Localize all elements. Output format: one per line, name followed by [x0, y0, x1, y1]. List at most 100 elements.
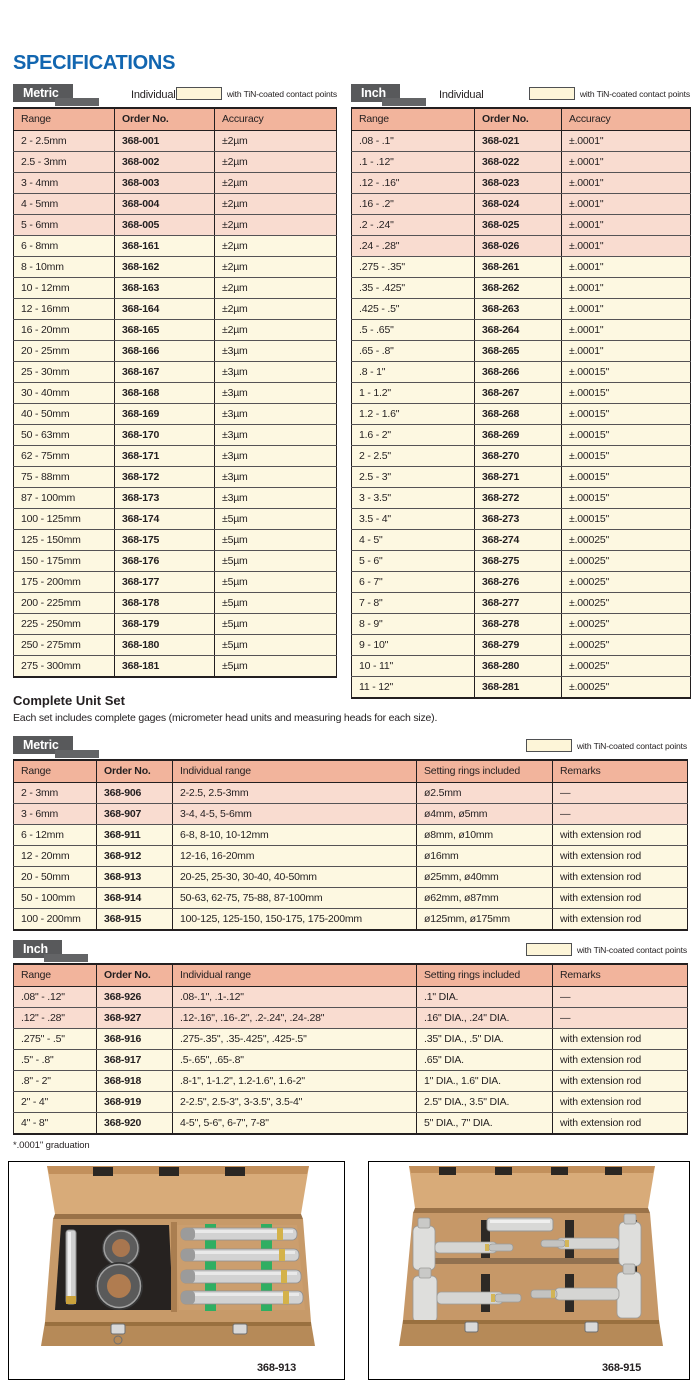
tab-inch-label: Inch [13, 940, 62, 958]
cell-accuracy: ±3µm [214, 403, 337, 425]
cell-accuracy: ±.00015" [561, 382, 691, 404]
individual-label: Individual [131, 89, 176, 101]
cell-range: .8 - 1" [351, 361, 475, 383]
table-row: 2" - 4" 368-919 2-2.5", 2.5-3", 3-3.5", 3.… [13, 1091, 688, 1113]
cell-range: 7 - 8" [351, 592, 475, 614]
table-row: 100 - 125mm 368-174 ±5µm [13, 508, 337, 530]
cell-accuracy: ±5µm [214, 655, 337, 678]
cell-range: 1 - 1.2" [351, 382, 475, 404]
cell-individual-range: 3-4, 4-5, 5-6mm [172, 803, 417, 825]
graduation-footnote: *.0001" graduation [13, 1140, 90, 1151]
cell-order: 368-164 [114, 298, 215, 320]
cell-accuracy: ±.00015" [561, 445, 691, 467]
col-header-range: Range [13, 108, 115, 131]
complete-unit-set-description: Each set includes complete gages (microm… [13, 712, 438, 724]
cell-accuracy: ±3µm [214, 487, 337, 509]
legend-swatch-icon [528, 87, 575, 100]
cell-accuracy: ±5µm [214, 550, 337, 572]
table-row: 2.5 - 3mm 368-002 ±2µm [13, 151, 337, 173]
cell-order: 368-262 [474, 277, 562, 299]
cell-order: 368-179 [114, 613, 215, 635]
cell-range: 9 - 10" [351, 634, 475, 656]
table-row: 4 - 5" 368-274 ±.00025" [351, 529, 691, 551]
individual-label: Individual [439, 89, 484, 101]
cell-accuracy: ±.0001" [561, 130, 691, 152]
cell-order: 368-265 [474, 340, 562, 362]
cell-accuracy: ±2µm [214, 319, 337, 341]
cell-accuracy: ±2µm [214, 172, 337, 194]
cell-order: 368-926 [96, 986, 173, 1008]
cell-individual-range: 6-8, 8-10, 10-12mm [172, 824, 417, 846]
cell-range: 150 - 175mm [13, 550, 115, 572]
cell-accuracy: ±3µm [214, 466, 337, 488]
cell-accuracy: ±.00025" [561, 676, 691, 699]
cell-rings: .16" DIA., .24" DIA. [416, 1007, 553, 1029]
cell-range: 2.5 - 3mm [13, 151, 115, 173]
cell-range: 20 - 25mm [13, 340, 115, 362]
cell-rings: .35" DIA., .5" DIA. [416, 1028, 553, 1050]
cell-order: 368-275 [474, 550, 562, 572]
cell-rings: ø16mm [416, 845, 553, 867]
inch-individual-section: Inch Individual with TiN-coated contact … [351, 84, 691, 699]
col-header-order: Order No. [474, 108, 562, 131]
cell-range: 12 - 20mm [13, 845, 97, 867]
table-row: 4" - 8" 368-920 4-5", 5-6", 6-7", 7-8" 5" D… [13, 1112, 688, 1135]
table-row: 1.2 - 1.6" 368-268 ±.00015" [351, 403, 691, 425]
cell-accuracy: ±.0001" [561, 340, 691, 362]
product-photo-368-913 [41, 1166, 315, 1346]
table-row: .12" - .28" 368-927.12-.16", .16-.2", .2-… [13, 1007, 688, 1029]
cell-order: 368-272 [474, 487, 562, 509]
cell-range: 30 - 40mm [13, 382, 115, 404]
cell-range: 8 - 10mm [13, 256, 115, 278]
table-row: .8 - 1" 368-266 ±.00015" [351, 361, 691, 383]
cell-order: 368-281 [474, 676, 562, 699]
cell-range: 10 - 11" [351, 655, 475, 677]
cell-range: 4 - 5" [351, 529, 475, 551]
cell-range: 225 - 250mm [13, 613, 115, 635]
cell-individual-range: 50-63, 62-75, 75-88, 87-100mm [172, 887, 417, 909]
table-header-row: Range Order No. Accuracy [351, 108, 691, 131]
cell-remarks: — [552, 782, 688, 804]
table-row: 175 - 200mm 368-177 ±5µm [13, 571, 337, 593]
cell-range: .275 - .35" [351, 256, 475, 278]
cell-individual-range: .275-.35", .35-.425", .425-.5" [172, 1028, 417, 1050]
table-row: 16 - 20mm 368-165 ±2µm [13, 319, 337, 341]
tab-metric-label: Metric [13, 736, 73, 754]
table-row: .35 - .425" 368-262 ±.0001" [351, 277, 691, 299]
table-header-row: Range Order No. Accuracy [13, 108, 337, 131]
col-header-remarks: Remarks [552, 760, 688, 783]
cell-range: .08 - .1" [351, 130, 475, 152]
cell-order: 368-165 [114, 319, 215, 341]
cell-accuracy: ±2µm [214, 298, 337, 320]
cell-order: 368-911 [96, 824, 173, 846]
cell-order: 368-004 [114, 193, 215, 215]
product-photo-368-915 [399, 1166, 663, 1346]
table-row: .16 - .2" 368-024 ±.0001" [351, 193, 691, 215]
cell-individual-range: 20-25, 25-30, 30-40, 40-50mm [172, 866, 417, 888]
cell-order: 368-274 [474, 529, 562, 551]
table-row: .275" - .5" 368-916.275-.35", .35-.425", … [13, 1028, 688, 1050]
cell-accuracy: ±3µm [214, 361, 337, 383]
cell-order: 368-273 [474, 508, 562, 530]
cell-accuracy: ±.00025" [561, 592, 691, 614]
tin-coated-legend: with TiN-coated contact points [528, 87, 690, 100]
legend-text: with TiN-coated contact points [576, 944, 687, 955]
cell-order: 368-271 [474, 466, 562, 488]
cell-range: 3 - 4mm [13, 172, 115, 194]
table-row: 50 - 63mm 368-170 ±3µm [13, 424, 337, 446]
tab-metric-label: Metric [13, 84, 73, 102]
cell-order: 368-270 [474, 445, 562, 467]
cell-accuracy: ±2µm [214, 235, 337, 257]
cell-order: 368-005 [114, 214, 215, 236]
cell-remarks: with extension rod [552, 1049, 688, 1071]
table-row: 10 - 12mm 368-163 ±2µm [13, 277, 337, 299]
cell-range: .5 - .65" [351, 319, 475, 341]
cell-range: .35 - .425" [351, 277, 475, 299]
col-header-setting-rings: Setting rings included [416, 760, 553, 783]
cell-range: 87 - 100mm [13, 487, 115, 509]
table-row: 125 - 150mm 368-175 ±5µm [13, 529, 337, 551]
cell-accuracy: ±5µm [214, 529, 337, 551]
cell-order: 368-181 [114, 655, 215, 678]
table-row: 2 - 2.5mm 368-001 ±2µm [13, 130, 337, 152]
table-row: .08 - .1" 368-021 ±.0001" [351, 130, 691, 152]
